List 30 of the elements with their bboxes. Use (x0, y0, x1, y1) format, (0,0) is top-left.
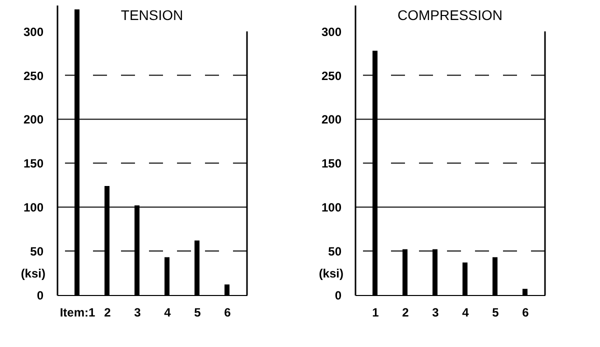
y-axis-title: (ksi) (318, 266, 344, 281)
y-tick-label: 250 (321, 68, 342, 83)
x-tick-label: 4 (462, 306, 470, 320)
x-tick-label: 2 (402, 306, 410, 320)
y-tick-label: 0 (334, 288, 342, 302)
y-tick-label: 0 (36, 288, 44, 302)
y-tick-label: 100 (23, 200, 44, 215)
y-axis-title: (ksi) (20, 266, 46, 281)
y-tick-label: 300 (23, 24, 44, 39)
y-tick-label: 150 (321, 156, 342, 171)
x-tick-label: 1 (372, 306, 380, 320)
chart-title: TENSION (120, 7, 184, 23)
x-tick-label: 6 (522, 306, 530, 320)
x-tick-label: 3 (134, 306, 142, 320)
chart-title: COMPRESSION (397, 7, 503, 23)
y-tick-label: 150 (23, 156, 44, 171)
y-tick-label: 200 (321, 112, 342, 127)
y-tick-label: 300 (321, 24, 342, 39)
y-tick-label: 100 (321, 200, 342, 215)
x-tick-label: 4 (164, 306, 172, 320)
x-tick-label: Item:1 (60, 306, 96, 320)
x-tick-label: 6 (224, 306, 232, 320)
x-tick-label: 3 (432, 306, 440, 320)
x-tick-label: 5 (194, 306, 202, 320)
y-tick-label: 250 (23, 68, 44, 83)
y-tick-label: 200 (23, 112, 44, 127)
y-tick-label: 50 (30, 244, 44, 259)
x-tick-label: 5 (492, 306, 500, 320)
x-tick-label: 2 (104, 306, 112, 320)
y-tick-label: 50 (328, 244, 342, 259)
